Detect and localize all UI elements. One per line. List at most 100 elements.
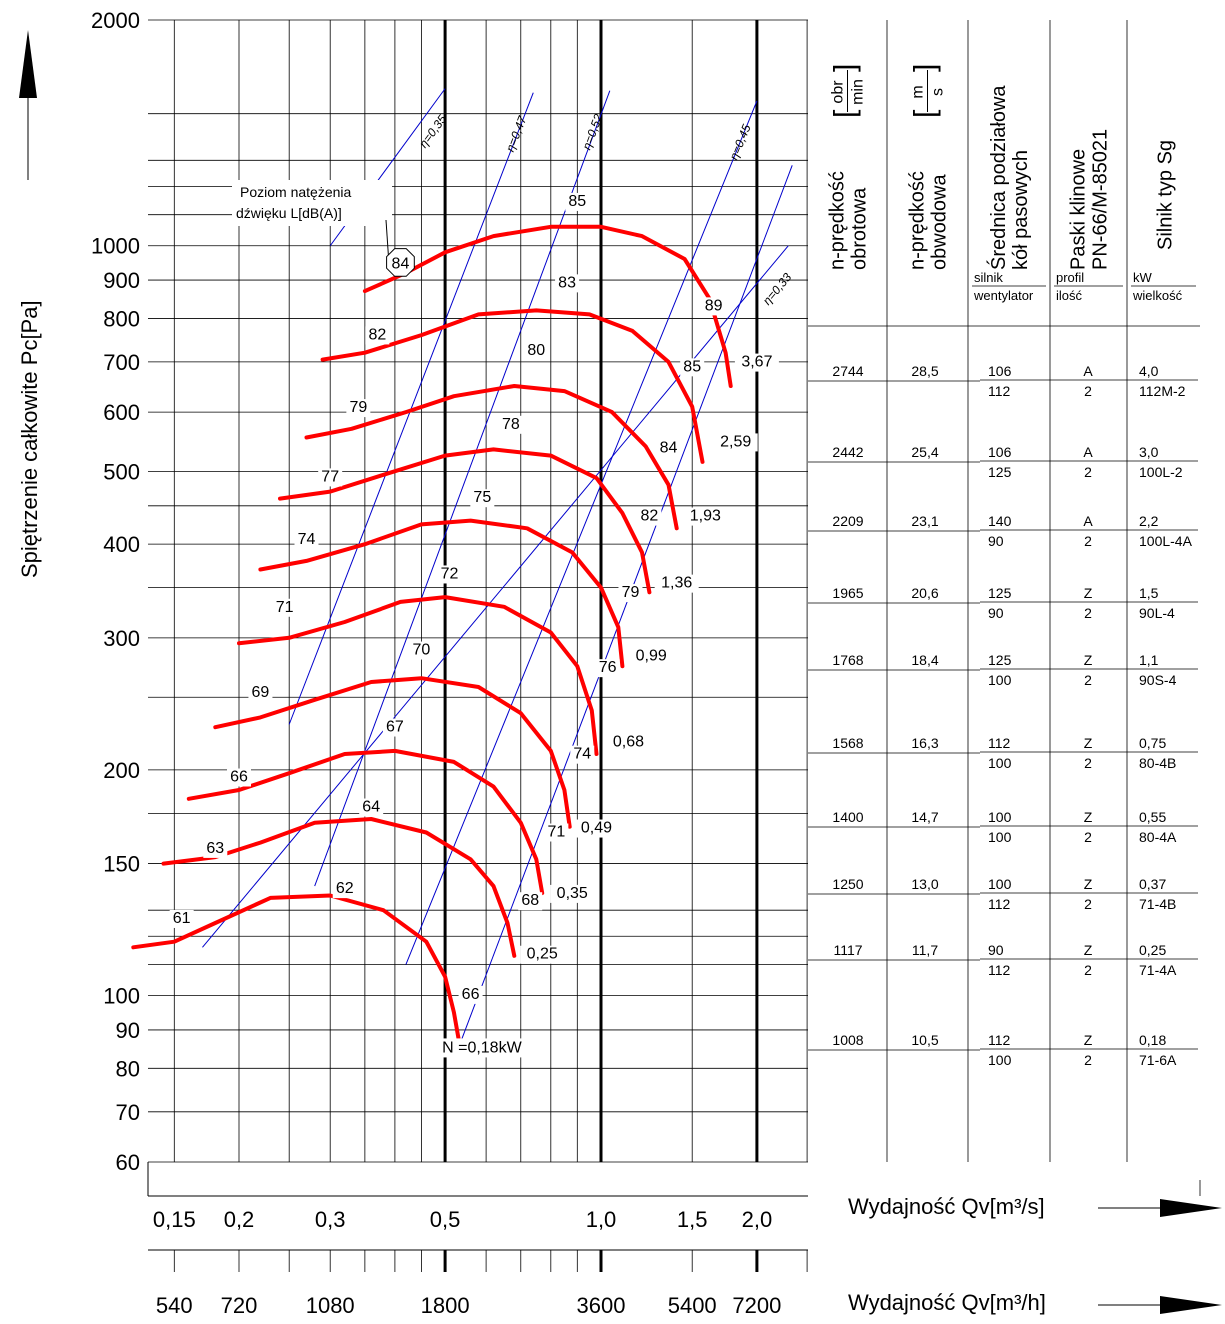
y-tick-label: 150 xyxy=(103,852,140,877)
cell-rpm: 1768 xyxy=(832,652,863,668)
sound-level-label: 72 xyxy=(441,565,459,582)
sound-label-bg xyxy=(595,659,620,678)
cell-peripheral-speed: 14,7 xyxy=(911,809,938,825)
efficiency-line xyxy=(405,100,758,965)
speed-curves xyxy=(131,224,733,1051)
power-label: 2,59 xyxy=(720,433,751,450)
sound-label-bg xyxy=(382,718,407,737)
header-rpm: n-prędkość obrotowa [obr min] xyxy=(827,64,871,270)
callout-marker-label: 84 xyxy=(392,255,410,272)
cell-fan-pulley: 100 xyxy=(988,755,1012,771)
power-label: 0,99 xyxy=(636,647,667,664)
header-peripheral-speed-line1: n-prędkość xyxy=(907,171,929,270)
table-row: 1250 13,0 100 Z 0,37 112 2 71-4B xyxy=(808,876,1198,912)
cell-fan-pulley: 90 xyxy=(988,605,1004,621)
cell-fan-pulley: 100 xyxy=(988,1052,1012,1068)
cell-motor-kw: 2,2 xyxy=(1139,513,1159,529)
y-axis-title: Spiętrzenie całkowite Pc[Pa] xyxy=(17,300,42,578)
sound-level-label: 69 xyxy=(252,684,270,701)
sound-label-bg xyxy=(470,489,495,508)
cell-fan-pulley: 112 xyxy=(988,962,1011,978)
sound-level-label: 83 xyxy=(558,274,576,291)
arrow-right-icon xyxy=(1160,1296,1222,1314)
power-label: 1,36 xyxy=(661,575,692,592)
sound-label-bg xyxy=(544,823,569,842)
speed-curve xyxy=(161,817,517,958)
table-row: 1965 20,6 125 Z 1,5 90 2 90L-4 xyxy=(808,585,1198,621)
cell-belt-profile: Z xyxy=(1084,1032,1093,1048)
header-v-belts-line2: PN-66/M-85021 xyxy=(1090,129,1112,270)
sound-label-bg xyxy=(359,798,384,817)
cell-motor-pulley: 106 xyxy=(988,363,1012,379)
cell-motor-size: 71-4A xyxy=(1139,962,1177,978)
cell-rpm: 1250 xyxy=(832,876,863,892)
cell-peripheral-speed: 16,3 xyxy=(911,735,938,751)
power-label-bg xyxy=(438,1038,549,1058)
table-row: 1768 18,4 125 Z 1,1 100 2 90S-4 xyxy=(808,652,1198,688)
sound-level-label: 79 xyxy=(349,399,367,416)
speed-curve xyxy=(131,893,463,1051)
sound-level-label: 89 xyxy=(705,297,723,314)
cell-motor-kw: 0,18 xyxy=(1139,1032,1166,1048)
sound-label-bg xyxy=(518,892,543,911)
sound-level-label: 77 xyxy=(321,468,339,485)
sound-label-bg xyxy=(565,192,590,211)
table-row: 2442 25,4 106 A 3,0 125 2 100L-2 xyxy=(808,444,1198,480)
x-tick-label-m3h: 7200 xyxy=(732,1293,781,1318)
cell-belt-profile: Z xyxy=(1084,585,1093,601)
cell-rpm: 2209 xyxy=(832,513,863,529)
sound-label-bg xyxy=(203,839,228,858)
power-label-bg xyxy=(654,574,699,593)
sound-level-label: 75 xyxy=(473,489,491,506)
unit-numerator: m xyxy=(910,85,927,98)
sound-level-label: 79 xyxy=(622,584,640,601)
cell-fan-pulley: 100 xyxy=(988,829,1012,845)
table-row: 1008 10,5 112 Z 0,18 100 2 71-6A xyxy=(808,1032,1198,1068)
sound-level-label: 70 xyxy=(412,642,430,659)
sound-level-label: 85 xyxy=(568,193,586,210)
sound-level-label: 80 xyxy=(527,342,545,359)
speed-curve xyxy=(186,748,545,896)
sound-level-label: 71 xyxy=(547,824,565,841)
y-tick-label: 200 xyxy=(103,758,140,783)
cell-belt-count: 2 xyxy=(1084,962,1092,978)
y-tick-label: 600 xyxy=(103,400,140,425)
cell-motor-size: 71-6A xyxy=(1139,1052,1177,1068)
cell-belt-count: 2 xyxy=(1084,896,1092,912)
header-motor-sub-bottom: wielkość xyxy=(1132,288,1183,303)
sound-label-bg xyxy=(409,641,434,660)
sound-label-bg xyxy=(332,880,357,899)
cell-belt-profile: Z xyxy=(1084,735,1093,751)
sound-label-bg xyxy=(498,415,523,434)
header-peripheral-speed-line2: obwodowa xyxy=(929,173,951,270)
sound-level-label: 85 xyxy=(683,358,701,375)
x-tick-label-m3h: 1800 xyxy=(421,1293,470,1318)
sound-level-label: 82 xyxy=(640,508,658,525)
efficiency-line xyxy=(202,245,789,948)
sound-label-bg xyxy=(618,584,643,603)
power-label-bg xyxy=(629,647,674,666)
speed-curve xyxy=(258,518,625,669)
header-motor: Silnik typ Sg kW wielkość xyxy=(1131,140,1196,303)
power-label-bg xyxy=(734,353,779,372)
cell-belt-count: 2 xyxy=(1084,1052,1092,1068)
cell-motor-pulley: 106 xyxy=(988,444,1012,460)
power-label-bg xyxy=(606,733,651,752)
cell-belt-count: 2 xyxy=(1084,464,1092,480)
speed-curve xyxy=(278,447,652,595)
cell-belt-profile: Z xyxy=(1084,809,1093,825)
callout-leader xyxy=(385,219,389,257)
header-motor-line1: Silnik typ Sg xyxy=(1155,140,1177,250)
cell-belt-profile: A xyxy=(1083,513,1093,529)
cell-motor-kw: 1,5 xyxy=(1139,585,1159,601)
cell-motor-pulley: 125 xyxy=(988,652,1012,668)
x-tick-label-m3h: 1080 xyxy=(306,1293,355,1318)
speed-curve xyxy=(320,308,705,464)
sound-level-label: 74 xyxy=(573,746,591,763)
sound-label-bg xyxy=(169,909,194,928)
sound-level-label: 66 xyxy=(230,768,248,785)
callout-text-line2: dźwięku L[dB(A)] xyxy=(236,205,342,221)
cell-belt-count: 2 xyxy=(1084,829,1092,845)
table-row: 2744 28,5 106 A 4,0 112 2 112M-2 xyxy=(808,363,1198,399)
